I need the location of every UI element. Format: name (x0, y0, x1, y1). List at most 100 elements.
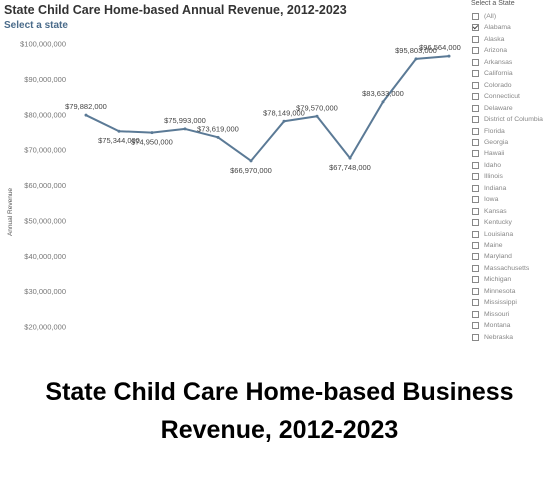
line-chart: $100,000,000 $90,000,000 $80,000,000 $70,00… (7, 40, 461, 332)
state-option[interactable]: Montana (472, 320, 558, 331)
data-point[interactable] (84, 113, 88, 117)
data-point[interactable] (414, 57, 418, 61)
data-point[interactable] (348, 156, 352, 160)
state-option-label: Alabama (484, 24, 511, 32)
state-option-label: Nebraska (484, 333, 514, 341)
state-option-label: Arizona (484, 47, 508, 55)
data-labels: $79,882,000 $75,344,000$74,950,000 $75,993… (65, 43, 461, 175)
state-option[interactable]: Massachusetts (472, 263, 558, 274)
state-option[interactable]: Florida (472, 126, 558, 137)
state-option[interactable]: Alaska (472, 34, 558, 45)
state-option-label: Iowa (484, 196, 499, 204)
data-label: $79,570,000 (296, 103, 338, 112)
state-option[interactable]: Louisiana (472, 229, 558, 240)
data-point[interactable] (315, 114, 319, 118)
state-option[interactable]: Kansas (472, 206, 558, 217)
checkbox[interactable] (472, 127, 479, 135)
state-option[interactable]: Idaho (472, 160, 558, 171)
data-point[interactable] (381, 100, 385, 104)
checkbox[interactable] (472, 70, 479, 78)
state-option-label: Alaska (484, 35, 505, 43)
data-point[interactable] (117, 129, 121, 133)
state-option-label: Minnesota (484, 287, 516, 295)
state-option[interactable]: Michigan (472, 274, 558, 285)
checkbox[interactable] (472, 184, 479, 192)
checkbox[interactable] (472, 264, 479, 272)
state-option[interactable]: Arkansas (472, 57, 558, 68)
data-label: $83,633,000 (362, 89, 404, 98)
data-point[interactable] (150, 131, 154, 135)
state-option-label: Colorado (484, 81, 512, 89)
state-option[interactable]: Illinois (472, 171, 558, 182)
state-option-label: Michigan (484, 276, 512, 284)
checkbox[interactable] (472, 116, 479, 124)
checkbox[interactable] (472, 161, 479, 169)
checkbox[interactable] (472, 150, 479, 158)
state-option-label: Georgia (484, 138, 509, 146)
state-option[interactable]: Nebraska (472, 332, 558, 343)
checkbox[interactable] (472, 333, 479, 341)
state-option[interactable]: Georgia (472, 137, 558, 148)
checkbox[interactable] (472, 93, 479, 101)
checked-checkbox[interactable] (472, 24, 479, 32)
data-point[interactable] (183, 127, 187, 131)
state-option-label: Kentucky (484, 219, 512, 227)
checkbox[interactable] (472, 58, 479, 66)
checkbox[interactable] (472, 173, 479, 181)
state-option[interactable]: Colorado (472, 80, 558, 91)
state-option-label: Hawaii (484, 150, 505, 158)
state-option[interactable]: California (472, 68, 558, 79)
state-option[interactable]: Minnesota (472, 286, 558, 297)
checkbox[interactable] (472, 104, 479, 112)
caption-line-2: Revenue, 2012-2023 (160, 416, 399, 444)
state-option[interactable]: (All) (472, 11, 558, 22)
state-option-label: Maine (484, 242, 503, 249)
data-point[interactable] (249, 159, 253, 163)
state-option[interactable]: Iowa (472, 194, 558, 205)
checkbox[interactable] (472, 242, 479, 249)
checkbox[interactable] (472, 310, 479, 318)
state-option[interactable]: Arizona (472, 45, 558, 56)
checkbox[interactable] (472, 196, 479, 204)
checkbox[interactable] (472, 276, 479, 284)
y-tick-label: $90,000,000 (24, 75, 66, 84)
data-point[interactable] (447, 54, 451, 58)
checkbox[interactable] (472, 219, 479, 227)
y-tick-label: $30,000,000 (24, 287, 66, 296)
state-option[interactable]: Alabama (472, 22, 558, 33)
checkbox[interactable] (472, 207, 479, 215)
checkbox[interactable] (472, 299, 479, 307)
checkbox[interactable] (472, 230, 479, 238)
y-tick-label: $40,000,000 (24, 252, 66, 261)
state-option[interactable]: Indiana (472, 183, 558, 194)
filter-title: Select a State (471, 0, 515, 7)
state-option[interactable]: District of Columbia (472, 114, 558, 125)
state-option[interactable]: Hawaii (472, 148, 558, 159)
state-option-label: Connecticut (484, 93, 520, 101)
data-point[interactable] (282, 119, 286, 123)
checkbox[interactable] (472, 322, 479, 330)
data-point[interactable] (216, 135, 220, 139)
checkbox[interactable] (472, 13, 479, 20)
state-option-label: Montana (484, 322, 511, 330)
checkbox[interactable] (472, 35, 479, 43)
state-option-label: Arkansas (484, 58, 513, 66)
state-option-label: Massachusetts (484, 264, 530, 272)
chart-title: State Child Care Home-based Annual Reven… (4, 3, 347, 17)
state-option[interactable]: Kentucky (472, 217, 558, 228)
series-line (85, 55, 450, 162)
data-label: $79,882,000 (65, 102, 107, 111)
checkbox[interactable] (472, 138, 479, 146)
checkbox[interactable] (472, 47, 479, 55)
checkbox[interactable] (472, 253, 479, 261)
data-label: $66,970,000 (230, 166, 272, 175)
state-option[interactable]: Maryland (472, 251, 558, 262)
state-option[interactable]: Connecticut (472, 91, 558, 102)
checkbox[interactable] (472, 81, 479, 89)
state-option[interactable]: Delaware (472, 103, 558, 114)
state-option[interactable]: Missouri (472, 309, 558, 320)
state-option[interactable]: Maine (472, 240, 558, 251)
state-option-label: Delaware (484, 104, 513, 112)
state-option[interactable]: Mississippi (472, 297, 558, 308)
checkbox[interactable] (472, 287, 479, 295)
